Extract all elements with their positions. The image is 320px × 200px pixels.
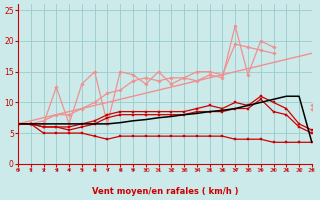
X-axis label: Vent moyen/en rafales ( km/h ): Vent moyen/en rafales ( km/h )	[92, 187, 238, 196]
